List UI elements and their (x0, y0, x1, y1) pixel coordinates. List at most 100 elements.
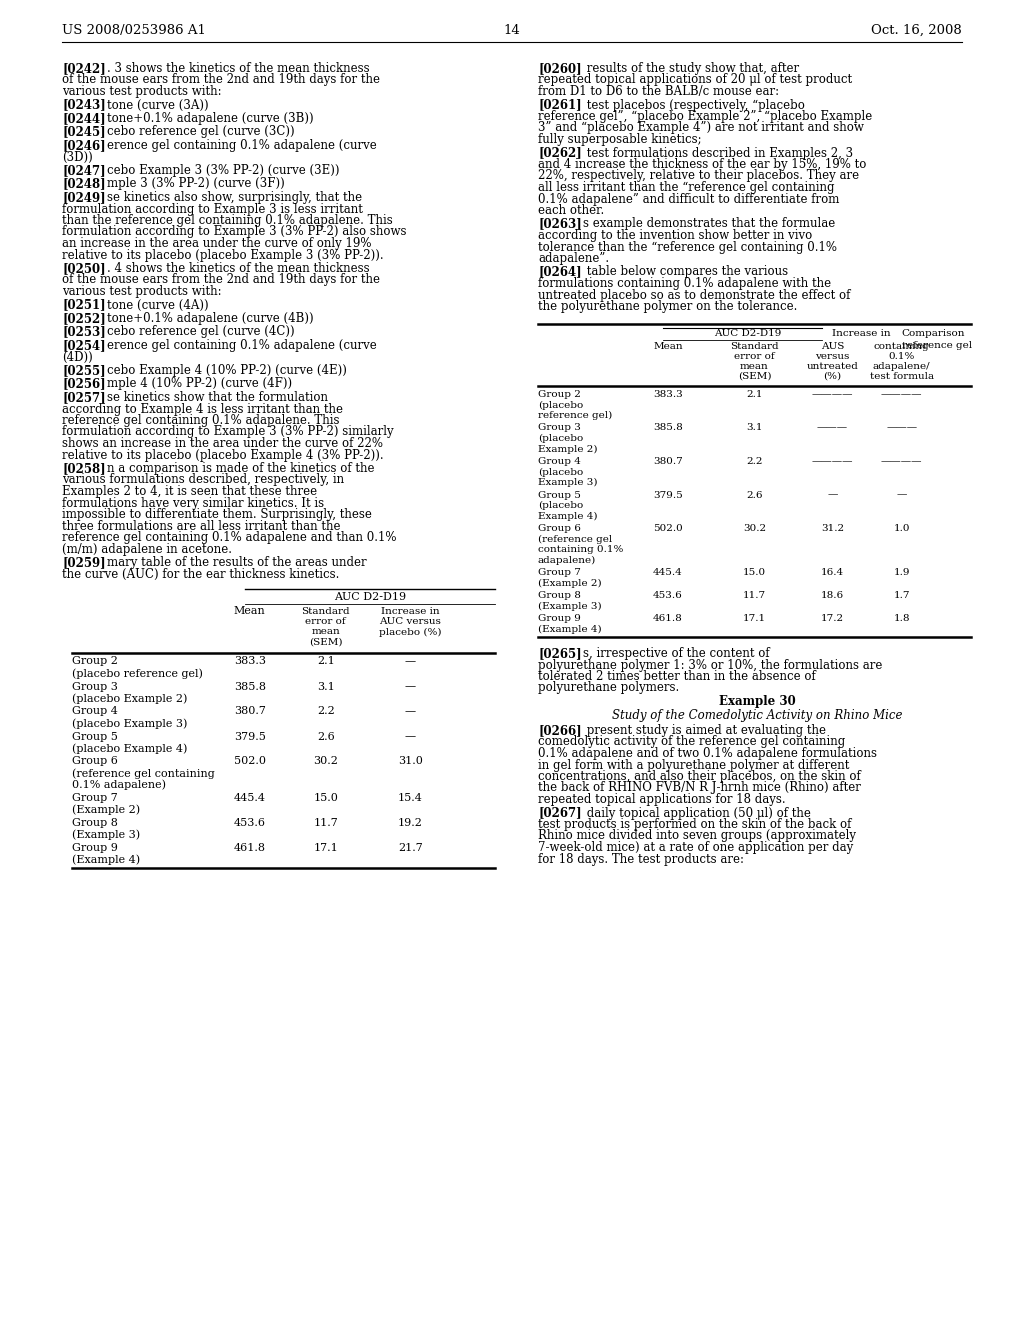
Text: 379.5: 379.5 (653, 491, 683, 499)
Text: Group 5: Group 5 (538, 491, 581, 499)
Text: AUC D2-D19: AUC D2-D19 (334, 591, 406, 602)
Text: ————: ———— (812, 457, 853, 466)
Text: s example demonstrates that the formulae: s example demonstrates that the formulae (584, 218, 836, 231)
Text: se kinetics show that the formulation: se kinetics show that the formulation (108, 391, 329, 404)
Text: [0247]: [0247] (62, 164, 105, 177)
Text: [0263]: [0263] (538, 218, 582, 231)
Text: (placebo Example 4): (placebo Example 4) (72, 743, 187, 754)
Text: error of: error of (734, 352, 775, 360)
Text: cebo reference gel (curve (3C)): cebo reference gel (curve (3C)) (108, 125, 295, 139)
Text: Oct. 16, 2008: Oct. 16, 2008 (871, 24, 962, 37)
Text: Group 4: Group 4 (72, 706, 118, 717)
Text: concentrations, and also their placebos, on the skin of: concentrations, and also their placebos,… (538, 770, 861, 783)
Text: 16.4: 16.4 (821, 568, 844, 577)
Text: and 4 increase the thickness of the ear by 15%, 19% to: and 4 increase the thickness of the ear … (538, 158, 866, 172)
Text: (3D)): (3D)) (62, 150, 93, 164)
Text: each other.: each other. (538, 205, 604, 216)
Text: [0261]: [0261] (538, 99, 582, 111)
Text: tone (curve (4A)): tone (curve (4A)) (108, 298, 209, 312)
Text: tolerated 2 times better than in the absence of: tolerated 2 times better than in the abs… (538, 671, 816, 682)
Text: 11.7: 11.7 (313, 818, 338, 828)
Text: AUS: AUS (821, 342, 844, 351)
Text: mean: mean (740, 362, 769, 371)
Text: repeated topical applications of 20 μl of test product: repeated topical applications of 20 μl o… (538, 74, 852, 87)
Text: 0.1% adapalene” and difficult to differentiate from: 0.1% adapalene” and difficult to differe… (538, 193, 840, 206)
Text: containing 0.1%: containing 0.1% (538, 545, 624, 554)
Text: Group 3: Group 3 (538, 424, 581, 433)
Text: 2.2: 2.2 (746, 457, 763, 466)
Text: 1.8: 1.8 (894, 614, 910, 623)
Text: ———: ——— (886, 424, 918, 433)
Text: containing: containing (873, 342, 930, 351)
Text: 383.3: 383.3 (233, 656, 265, 667)
Text: [0257]: [0257] (62, 391, 105, 404)
Text: versus: versus (815, 352, 850, 360)
Text: 17.1: 17.1 (743, 614, 766, 623)
Text: Group 3: Group 3 (72, 681, 118, 692)
Text: 3.1: 3.1 (746, 424, 763, 433)
Text: erence gel containing 0.1% adapalene (curve: erence gel containing 0.1% adapalene (cu… (108, 139, 377, 152)
Text: mple 3 (3% PP-2) (curve (3F)): mple 3 (3% PP-2) (curve (3F)) (108, 177, 286, 190)
Text: 1.9: 1.9 (894, 568, 910, 577)
Text: —: — (897, 491, 907, 499)
Text: formulation according to Example 3 (3% PP-2) similarly: formulation according to Example 3 (3% P… (62, 425, 393, 438)
Text: (Example 4): (Example 4) (72, 854, 140, 865)
Text: [0259]: [0259] (62, 556, 105, 569)
Text: impossible to differentiate them. Surprisingly, these: impossible to differentiate them. Surpri… (62, 508, 372, 521)
Text: test formula: test formula (869, 372, 934, 381)
Text: relative to its placebo (placebo Example 3 (3% PP-2)).: relative to its placebo (placebo Example… (62, 248, 384, 261)
Text: Group 9: Group 9 (72, 843, 118, 853)
Text: 2.6: 2.6 (746, 491, 763, 499)
Text: tolerance than the “reference gel containing 0.1%: tolerance than the “reference gel contai… (538, 240, 837, 253)
Text: (4D)): (4D)) (62, 351, 93, 363)
Text: [0267]: [0267] (538, 807, 582, 820)
Text: (placebo: (placebo (538, 502, 584, 510)
Text: 461.8: 461.8 (653, 614, 683, 623)
Text: adapalene”.: adapalene”. (538, 252, 609, 265)
Text: Study of the Comedolytic Activity on Rhino Mice: Study of the Comedolytic Activity on Rhi… (611, 710, 902, 722)
Text: Mean: Mean (233, 606, 265, 616)
Text: 445.4: 445.4 (233, 793, 265, 803)
Text: according to the invention show better in vivo: according to the invention show better i… (538, 228, 812, 242)
Text: Group 4: Group 4 (538, 457, 581, 466)
Text: 3” and “placebo Example 4”) are not irritant and show: 3” and “placebo Example 4”) are not irri… (538, 121, 864, 135)
Text: 19.2: 19.2 (398, 818, 423, 828)
Text: tone (curve (3A)): tone (curve (3A)) (108, 99, 209, 111)
Text: Increase in: Increase in (381, 606, 439, 615)
Text: 21.7: 21.7 (398, 843, 423, 853)
Text: tone+0.1% adapalene (curve (4B)): tone+0.1% adapalene (curve (4B)) (108, 312, 314, 325)
Text: (Example 2): (Example 2) (538, 578, 602, 587)
Text: (placebo: (placebo (538, 400, 584, 409)
Text: (%): (%) (823, 372, 842, 381)
Text: ————: ———— (881, 389, 923, 399)
Text: 2.2: 2.2 (316, 706, 335, 717)
Text: 31.2: 31.2 (821, 524, 844, 533)
Text: (placebo Example 2): (placebo Example 2) (72, 693, 187, 704)
Text: 7-week-old mice) at a rate of one application per day: 7-week-old mice) at a rate of one applic… (538, 841, 853, 854)
Text: Group 8: Group 8 (538, 591, 581, 601)
Text: 3.1: 3.1 (316, 681, 335, 692)
Text: (placebo reference gel): (placebo reference gel) (72, 668, 203, 678)
Text: polyurethane polymers.: polyurethane polymers. (538, 681, 679, 694)
Text: various test products with:: various test products with: (62, 285, 221, 298)
Text: 17.1: 17.1 (313, 843, 338, 853)
Text: of the mouse ears from the 2nd and 19th days for the: of the mouse ears from the 2nd and 19th … (62, 74, 380, 87)
Text: test placebos (respectively, “placebo: test placebos (respectively, “placebo (584, 99, 805, 111)
Text: Example 4): Example 4) (538, 511, 597, 520)
Text: relative to its placebo (placebo Example 4 (3% PP-2)).: relative to its placebo (placebo Example… (62, 449, 384, 462)
Text: [0264]: [0264] (538, 265, 582, 279)
Text: three formulations are all less irritant than the: three formulations are all less irritant… (62, 520, 341, 532)
Text: [0265]: [0265] (538, 647, 582, 660)
Text: 461.8: 461.8 (233, 843, 265, 853)
Text: from D1 to D6 to the BALB/c mouse ear:: from D1 to D6 to the BALB/c mouse ear: (538, 84, 779, 98)
Text: . 4 shows the kinetics of the mean thickness: . 4 shows the kinetics of the mean thick… (108, 261, 370, 275)
Text: repeated topical applications for 18 days.: repeated topical applications for 18 day… (538, 793, 785, 807)
Text: 31.0: 31.0 (398, 756, 423, 767)
Text: [0250]: [0250] (62, 261, 105, 275)
Text: Rhino mice divided into seven groups (approximately: Rhino mice divided into seven groups (ap… (538, 829, 856, 842)
Text: test products is performed on the skin of the back of: test products is performed on the skin o… (538, 818, 851, 832)
Text: of the mouse ears from the 2nd and 19th days for the: of the mouse ears from the 2nd and 19th … (62, 273, 380, 286)
Text: the back of RHINO FVB/N R J-hrnh mice (Rhino) after: the back of RHINO FVB/N R J-hrnh mice (R… (538, 781, 861, 795)
Text: AUC versus: AUC versus (380, 616, 441, 626)
Text: reference gel): reference gel) (538, 411, 612, 420)
